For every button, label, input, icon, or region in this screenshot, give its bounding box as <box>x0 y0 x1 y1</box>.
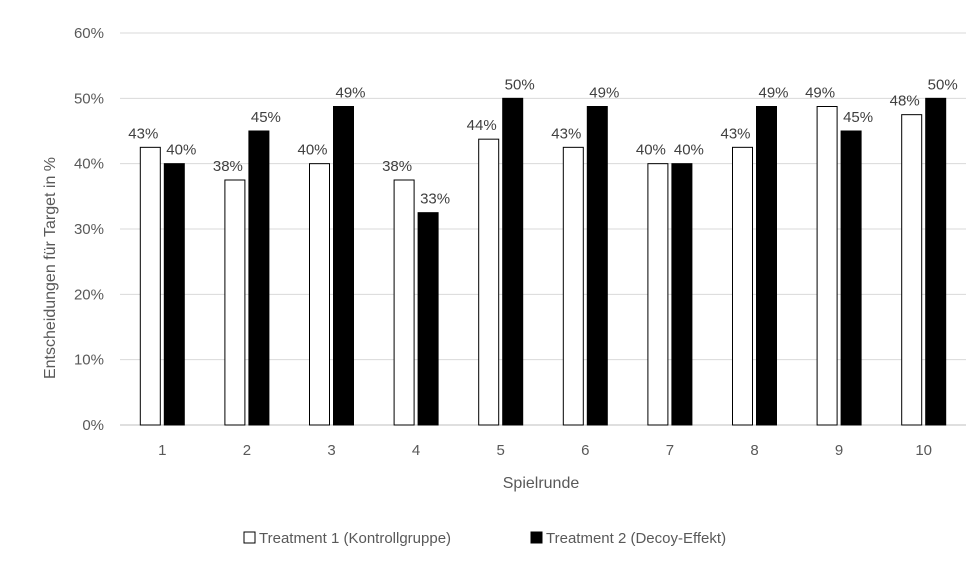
data-label: 49% <box>335 85 365 102</box>
y-tick-label: 30% <box>74 221 104 238</box>
x-tick-label: 3 <box>327 442 335 459</box>
legend: Treatment 1 (Kontrollgruppe) Treatment 2 … <box>243 530 726 547</box>
data-label: 45% <box>843 109 873 126</box>
y-tick-label: 0% <box>82 417 104 434</box>
y-tick-label: 40% <box>74 156 104 173</box>
data-label: 43% <box>720 125 750 142</box>
data-label: 40% <box>297 142 327 159</box>
bar-treatment-1 <box>224 179 246 426</box>
bar-treatment-1 <box>816 106 838 426</box>
data-label: 40% <box>674 142 704 159</box>
data-label: 38% <box>382 158 412 175</box>
data-label: 40% <box>166 142 196 159</box>
y-tick-label: 20% <box>74 286 104 303</box>
data-label: 43% <box>551 125 581 142</box>
x-tick-label: 9 <box>835 442 843 459</box>
x-tick-label: 1 <box>158 442 166 459</box>
legend-label: Treatment 2 (Decoy-Effekt) <box>546 530 726 547</box>
legend-swatch <box>530 531 543 544</box>
bar-treatment-2 <box>756 106 777 426</box>
data-label: 43% <box>128 125 158 142</box>
data-label: 50% <box>505 76 535 93</box>
x-tick-label: 5 <box>497 442 505 459</box>
data-label: 33% <box>420 191 450 208</box>
bar-treatment-2 <box>333 106 354 426</box>
x-tick-label: 8 <box>750 442 758 459</box>
data-label: 48% <box>890 93 920 110</box>
x-tick-label: 10 <box>915 442 932 459</box>
bar-treatment-2 <box>586 106 608 426</box>
x-axis-title: Spielrunde <box>503 475 580 492</box>
bar-treatment-1 <box>647 163 669 426</box>
bar-treatment-2 <box>163 163 185 426</box>
data-labels: 43% 40% 38% 45% 40% 49% 38% 33% 44% 50% 43% 49% 40% 4… <box>128 76 957 207</box>
x-tick-label: 4 <box>412 442 420 459</box>
bar-treatment-1 <box>732 146 753 426</box>
bar-treatment-1 <box>478 138 500 426</box>
bar-treatment-2 <box>671 163 693 426</box>
x-tick-label: 7 <box>666 442 674 459</box>
bar-treatment-2 <box>417 212 439 426</box>
y-axis-title: Entscheidungen für Target in % <box>42 157 59 379</box>
data-label: 49% <box>589 85 619 102</box>
bar-treatment-2 <box>502 97 524 426</box>
x-axis-ticks: 1 2 3 4 5 6 7 8 9 10 <box>158 442 932 459</box>
y-tick-label: 60% <box>74 25 104 42</box>
y-tick-label: 50% <box>74 90 104 107</box>
y-tick-label: 10% <box>74 352 104 369</box>
data-label: 49% <box>758 85 788 102</box>
data-label: 38% <box>213 158 243 175</box>
gridlines <box>120 32 966 426</box>
bar-treatment-1 <box>562 146 584 426</box>
y-axis-ticks: 0% 10% 20% 30% 40% 50% 60% <box>74 25 104 434</box>
bar-treatment-2 <box>248 130 270 426</box>
data-label: 49% <box>805 85 835 102</box>
x-tick-label: 2 <box>243 442 251 459</box>
bar-treatment-1 <box>393 179 415 426</box>
legend-swatch <box>243 531 256 544</box>
data-label: 50% <box>928 76 958 93</box>
bar-treatment-2 <box>925 97 947 426</box>
bars <box>139 97 947 426</box>
x-tick-label: 6 <box>581 442 589 459</box>
bar-treatment-1 <box>139 146 161 426</box>
data-label: 40% <box>636 142 666 159</box>
data-label: 45% <box>251 109 281 126</box>
data-label: 44% <box>467 117 497 134</box>
bar-treatment-2 <box>840 130 862 426</box>
legend-label: Treatment 1 (Kontrollgruppe) <box>259 530 451 547</box>
bar-treatment-1 <box>309 163 330 426</box>
bar-treatment-1 <box>901 114 923 426</box>
